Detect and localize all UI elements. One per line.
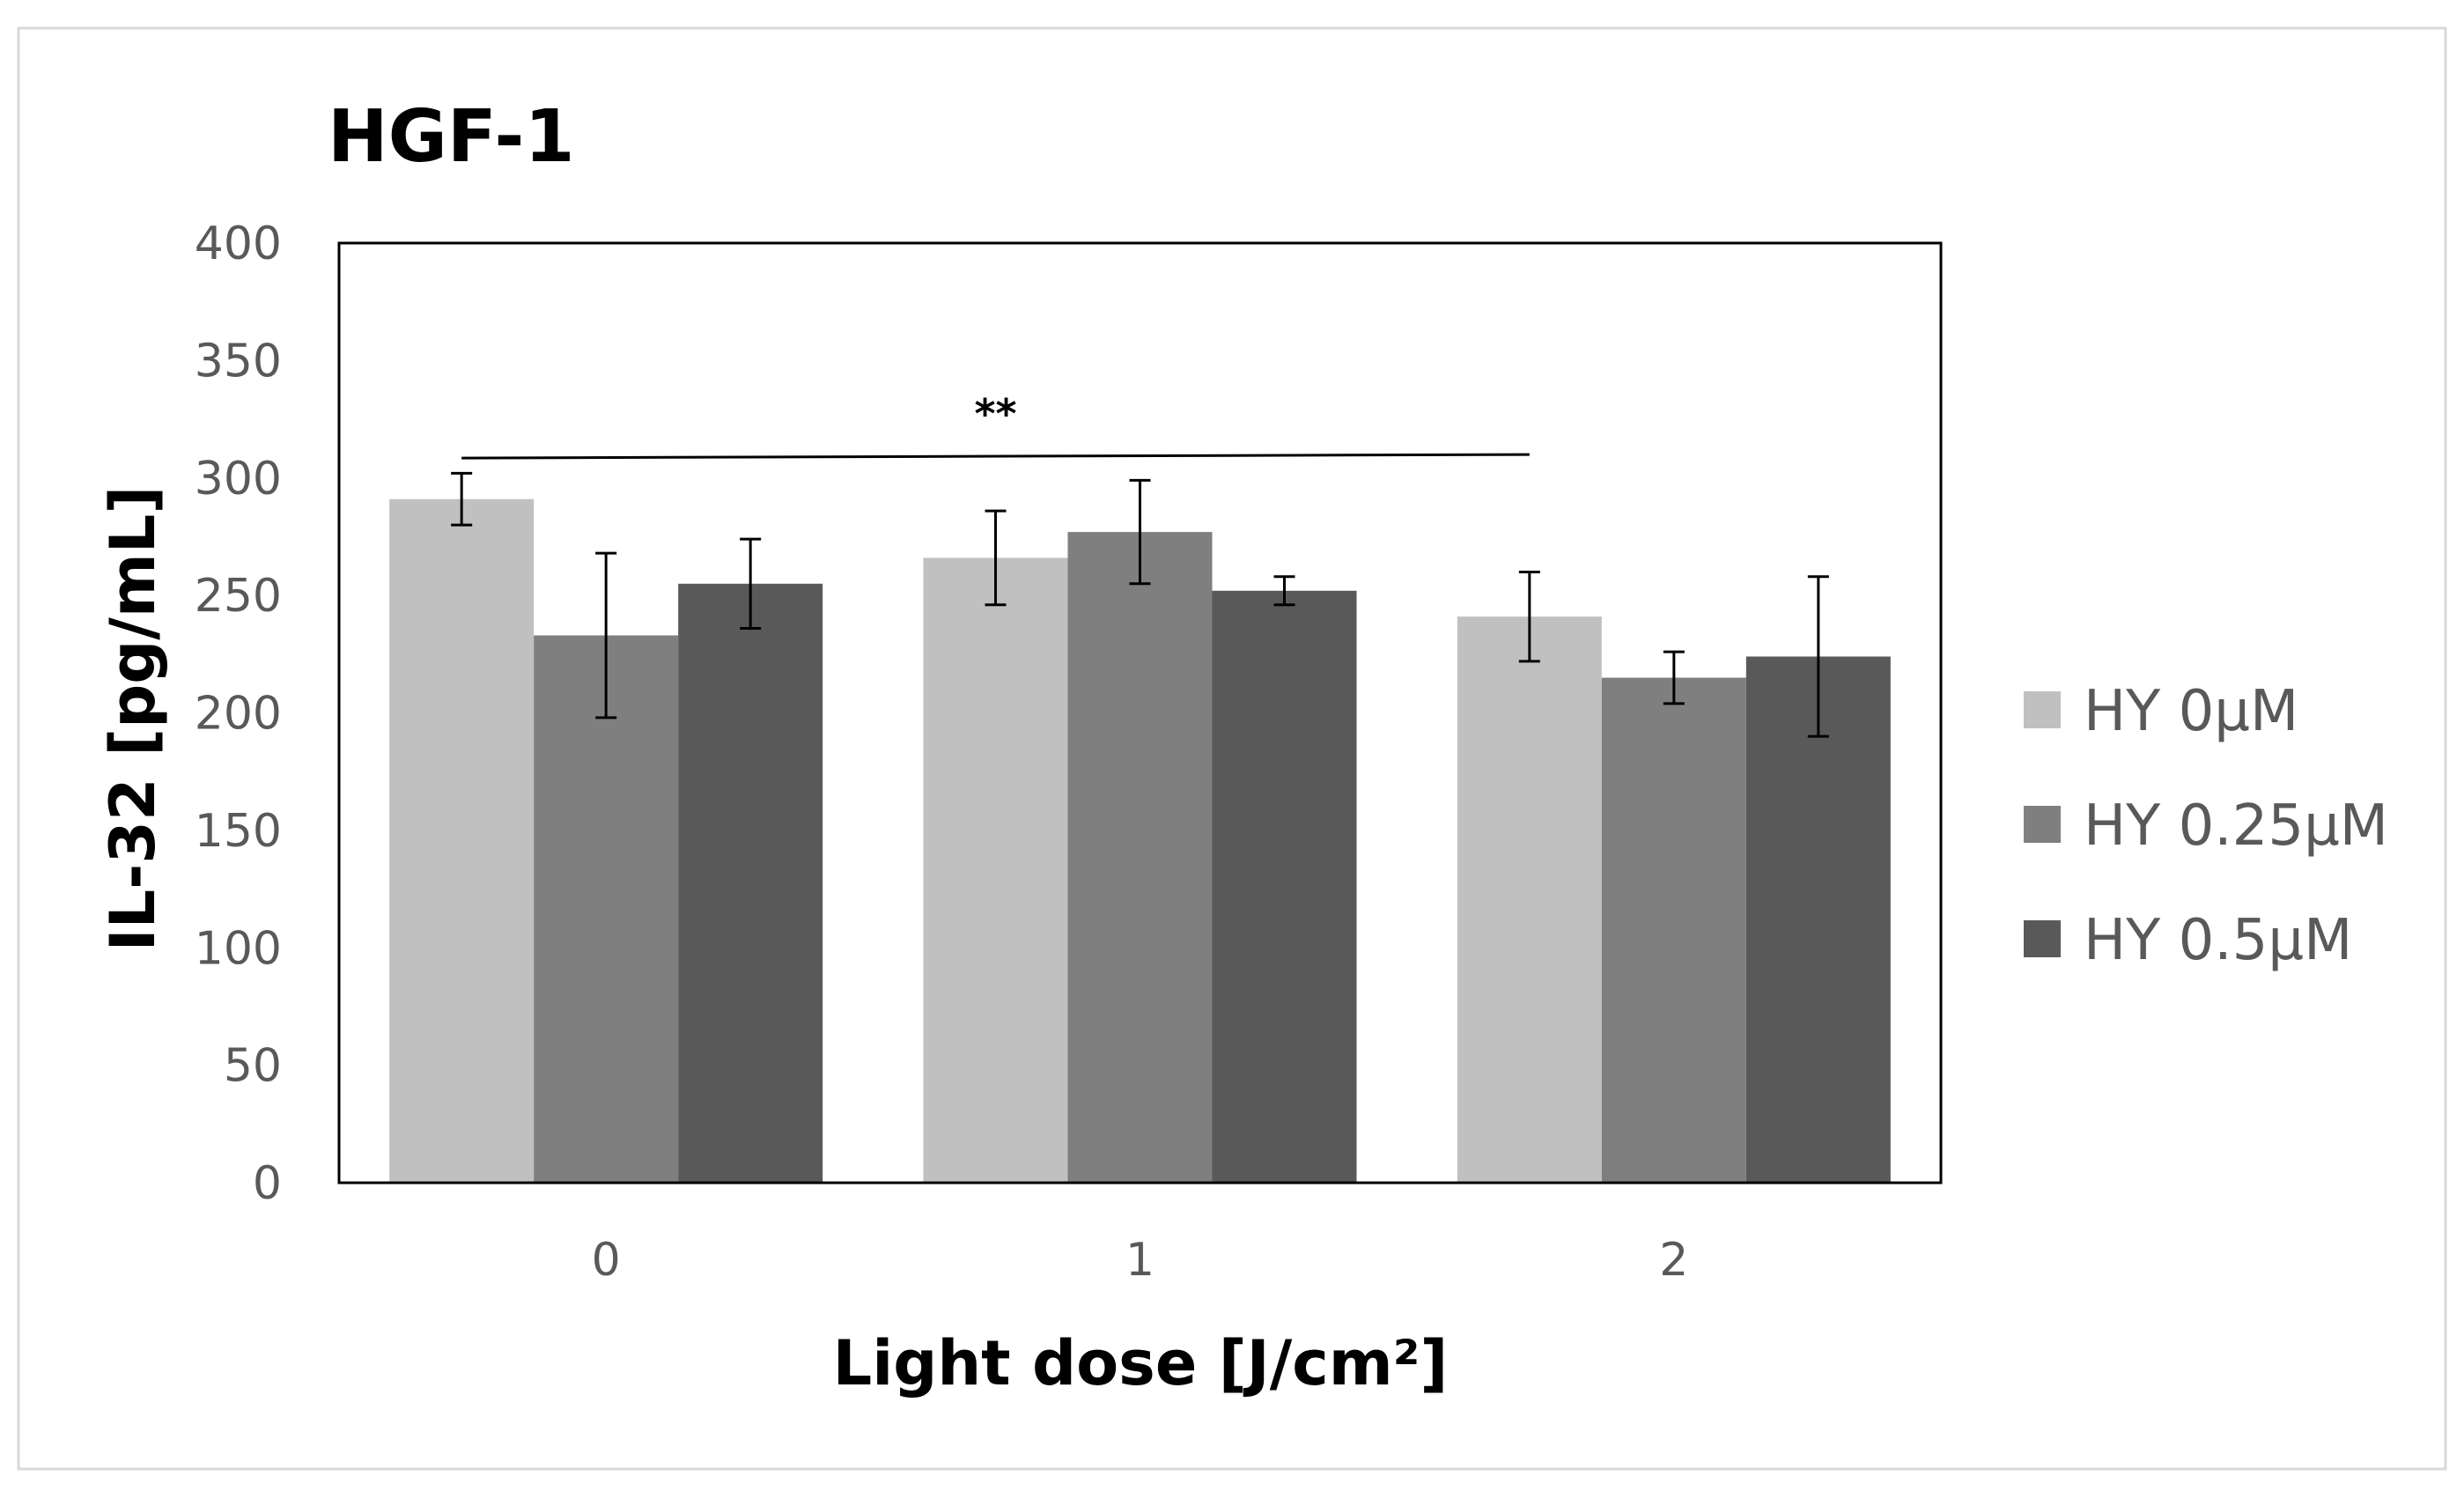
bar-marks (389, 498, 1891, 1183)
y-tick-label: 250 (195, 570, 282, 623)
legend-swatch (2024, 920, 2061, 957)
y-tick-label: 300 (195, 453, 282, 506)
bar (678, 583, 823, 1183)
legend-label: HY 0.5µM (2084, 908, 2352, 973)
y-tick-label: 350 (195, 335, 282, 388)
x-axis-ticks: 0 1 2 (592, 1234, 1689, 1287)
y-tick-label: 100 (195, 922, 282, 975)
y-tick-label: 150 (195, 805, 282, 858)
y-tick-label: 200 (195, 688, 282, 741)
bar (534, 635, 679, 1183)
bar (389, 498, 535, 1183)
significance-annotation: ** (461, 390, 1530, 460)
bar (1457, 616, 1602, 1183)
x-tick-label: 1 (1125, 1234, 1155, 1287)
plot-area-frame (337, 241, 1943, 1185)
y-tick-label: 400 (195, 218, 282, 270)
significance-marker: ** (974, 390, 1016, 438)
significance-line (461, 453, 1530, 460)
y-tick-label: 0 (253, 1157, 282, 1210)
legend-swatch (2024, 691, 2061, 728)
legend-swatch (2024, 806, 2061, 843)
error-bars (451, 471, 1829, 738)
y-axis-ticks: 0 50 100 150 200 250 300 350 400 (195, 218, 282, 1210)
legend-label: HY 0µM (2084, 679, 2298, 744)
bar (1745, 656, 1891, 1183)
chart-title: HGF-1 (328, 95, 575, 179)
legend-label: HY 0.25µM (2084, 793, 2388, 859)
bar (923, 557, 1068, 1183)
x-axis-title: Light dose [J/cm²] (833, 1327, 1449, 1399)
bar (1601, 677, 1746, 1183)
x-tick-label: 0 (592, 1234, 621, 1287)
bar (1067, 532, 1213, 1183)
legend: HY 0µM HY 0.25µM HY 0.5µM (2024, 679, 2388, 973)
y-axis-title: IL-32 [pg/mL] (97, 486, 169, 952)
y-tick-label: 50 (224, 1040, 282, 1093)
x-tick-label: 2 (1659, 1234, 1688, 1287)
bar (1212, 590, 1357, 1183)
